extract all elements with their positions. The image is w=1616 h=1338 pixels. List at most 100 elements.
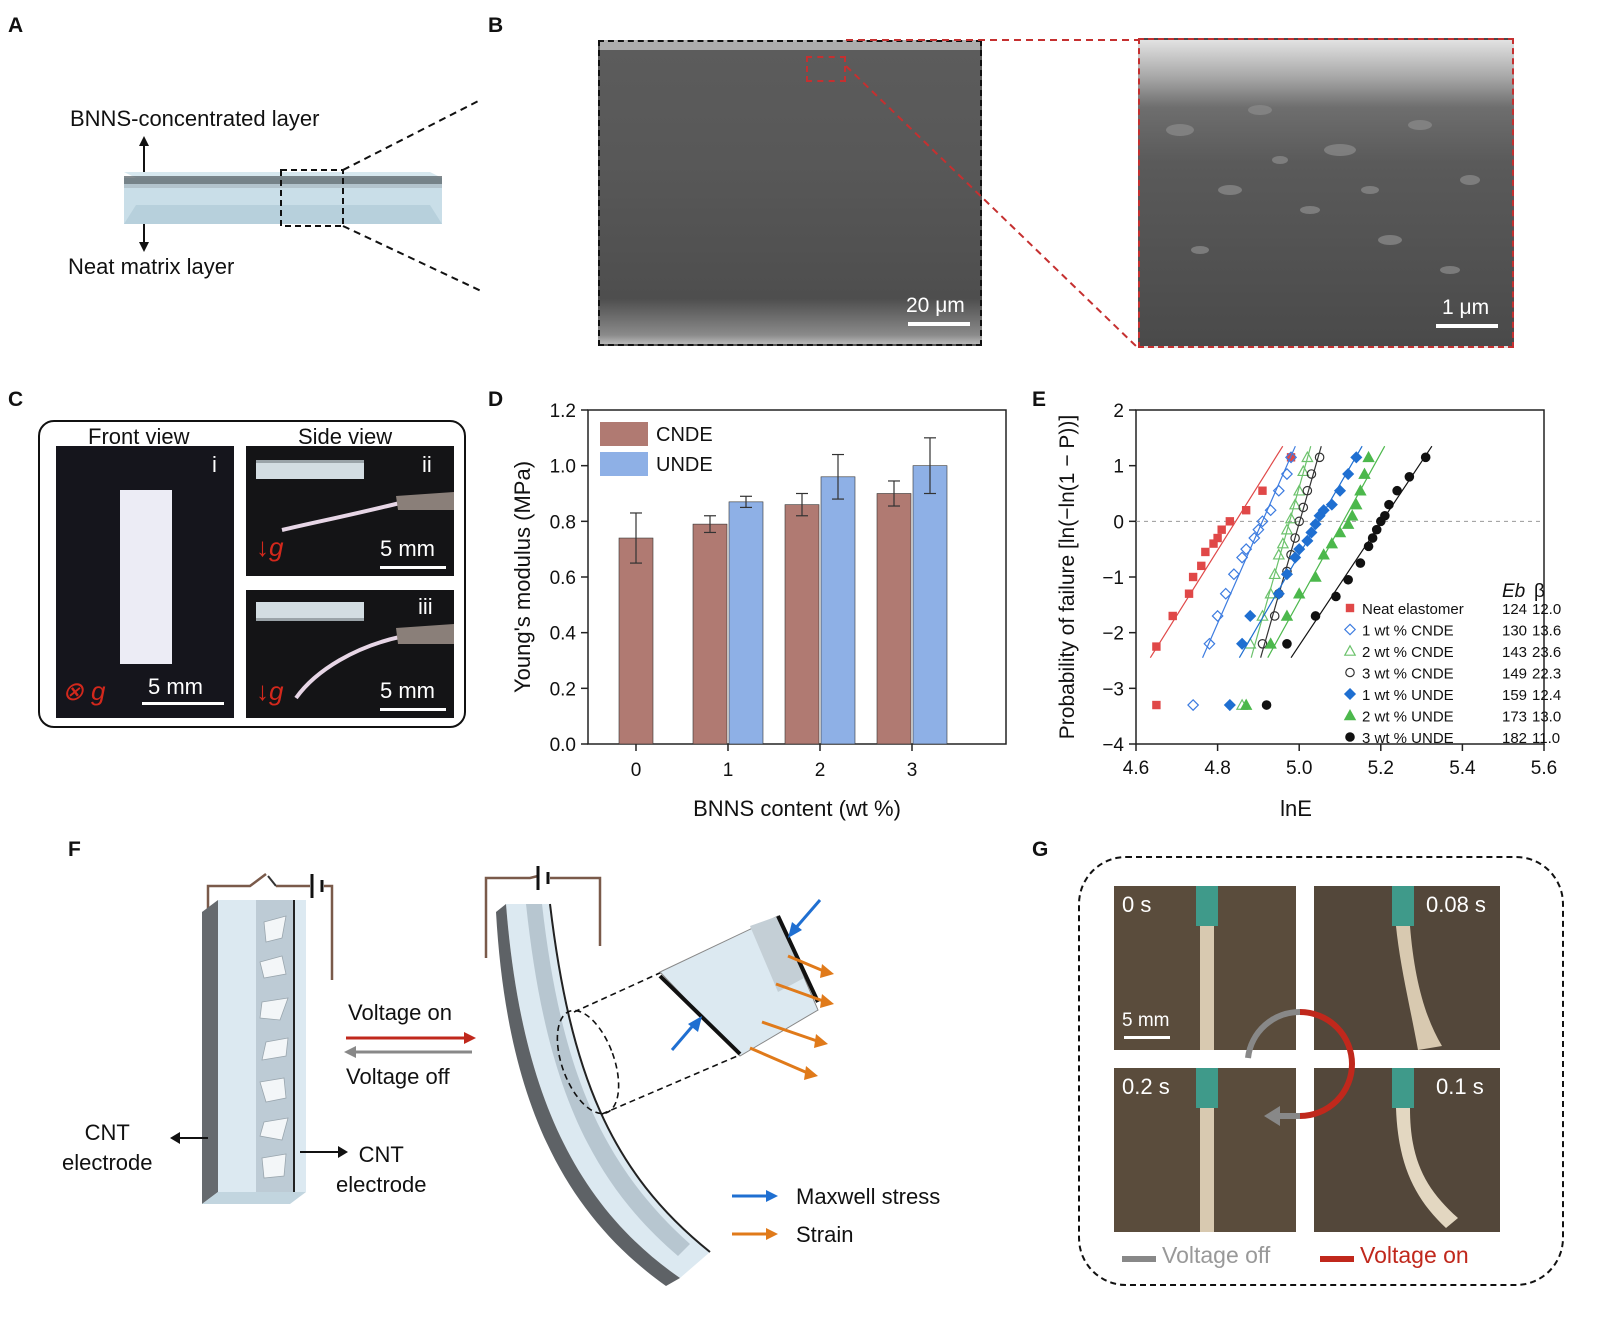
data-point xyxy=(1302,485,1313,496)
legend-label: Neat elastomer xyxy=(1362,601,1464,618)
data-point xyxy=(1256,609,1269,621)
legend-voltage-off: Voltage off xyxy=(1162,1242,1271,1268)
scale-bar-20um xyxy=(908,322,970,326)
data-point xyxy=(1280,609,1294,621)
data-point xyxy=(1297,464,1310,477)
scale-bar-label-iii: 5 mm xyxy=(380,678,435,703)
side-film xyxy=(256,460,364,479)
actuator-strip xyxy=(1396,1108,1458,1228)
film-sample xyxy=(120,490,172,664)
data-point xyxy=(1225,517,1235,526)
data-point xyxy=(1264,637,1277,649)
data-point xyxy=(1197,561,1206,571)
y-axis-label: Young's modulus (MPa) xyxy=(510,461,535,693)
photo-front-view: i ⊗ g 5 mm xyxy=(56,446,234,718)
legend-eb: 130 xyxy=(1502,623,1527,640)
y-tick-label: −1 xyxy=(1102,568,1124,589)
legend-eb: 173 xyxy=(1502,709,1527,726)
scale-bar-label-ii: 5 mm xyxy=(380,536,435,561)
scale-bar-g xyxy=(1124,1036,1170,1039)
data-point xyxy=(1227,568,1240,581)
data-point xyxy=(1309,518,1322,531)
data-point xyxy=(1217,525,1226,534)
legend-swatch-cnde xyxy=(600,422,648,446)
legend-beta: 12.4 xyxy=(1532,687,1561,704)
data-point xyxy=(1345,667,1355,678)
y-tick-label: 0.6 xyxy=(550,568,576,589)
series-1: 1 wt % CNDE 130 13.6 xyxy=(1187,445,1561,712)
data-point xyxy=(1290,533,1300,543)
x-tick-label: 4.8 xyxy=(1204,758,1230,779)
data-point xyxy=(1280,467,1294,481)
data-point xyxy=(1276,537,1290,549)
bar-cnde-3 xyxy=(876,493,912,745)
data-point xyxy=(1310,611,1321,621)
data-point xyxy=(1272,548,1286,560)
voltage-off-label: Voltage off xyxy=(346,1064,450,1089)
x-tick-label: 5.6 xyxy=(1531,758,1557,779)
time-label-0s: 0 s xyxy=(1122,892,1152,917)
g-out-of-plane-symbol: ⊗ g xyxy=(62,676,106,706)
data-point xyxy=(1264,587,1277,599)
series-5: 2 wt % UNDE 173 13.0 xyxy=(1239,445,1561,726)
x-tick-label: 3 xyxy=(907,760,918,781)
panel-a: BNNS-concentrated layer Neat matrix laye… xyxy=(0,0,480,370)
legend-column-eb: Eb xyxy=(1502,581,1525,602)
data-point xyxy=(1280,523,1294,535)
data-point xyxy=(1354,484,1367,496)
tag-i: i xyxy=(212,452,217,477)
data-point xyxy=(1292,587,1306,599)
actuator-strip xyxy=(1396,926,1442,1050)
scale-bar-label-20um: 20 μm xyxy=(906,294,965,317)
bar-cnde-0 xyxy=(618,537,654,745)
data-point xyxy=(1188,572,1198,582)
data-point xyxy=(1223,698,1236,712)
legend-label: 1 wt % CNDE xyxy=(1362,623,1454,640)
scale-bar-1um xyxy=(1436,324,1498,328)
data-point xyxy=(1201,547,1210,557)
voltage-on-label: Voltage on xyxy=(348,1000,452,1025)
data-point xyxy=(1384,499,1394,510)
data-point xyxy=(1269,611,1280,621)
legend-beta: 12.0 xyxy=(1532,601,1561,618)
data-point xyxy=(1333,526,1347,538)
time-label-0.1s: 0.1 s xyxy=(1436,1074,1484,1099)
scale-bar-iii xyxy=(380,708,446,711)
chart-weibull-failure: −4 −3 −2 −1 0 1 2 4.6 4.8 5.0 5.2 5.4 5.6 Neat elasto… xyxy=(1056,401,1561,821)
scale-bar-label-1um: 1 μm xyxy=(1442,296,1490,319)
data-point xyxy=(1380,510,1390,521)
tag-iii: iii xyxy=(418,594,433,619)
series-0: Neat elastomer 124 12.0 xyxy=(1149,445,1561,710)
data-point xyxy=(1350,451,1363,464)
tag-ii: ii xyxy=(422,452,432,477)
sem-cross-section-low-mag: 20 μm xyxy=(598,40,982,346)
panel-label-g: G xyxy=(1032,838,1049,861)
bar-unde-3 xyxy=(912,465,948,745)
data-point xyxy=(1152,642,1161,651)
bar-unde-2 xyxy=(820,476,856,745)
legend-label: 1 wt % UNDE xyxy=(1362,687,1454,704)
data-point xyxy=(1240,543,1253,556)
series-2: 2 wt % CNDE 143 23.6 xyxy=(1235,446,1561,710)
y-tick-label: 2 xyxy=(1113,401,1124,422)
data-point xyxy=(1342,467,1355,481)
y-tick-label: 1 xyxy=(1113,457,1124,478)
data-point xyxy=(1244,609,1257,623)
chart-youngs-modulus: 0.0 0.2 0.4 0.6 0.8 1.0 1.2 0 1 2 3 CNDE UNDE Young's… xyxy=(510,401,1007,821)
legend-beta: 23.6 xyxy=(1532,644,1561,661)
y-tick-label: 0.2 xyxy=(550,679,576,700)
zoom-region-box xyxy=(806,56,846,82)
series-4: 1 wt % UNDE 159 12.4 xyxy=(1223,445,1561,712)
x-tick-label: 5.0 xyxy=(1286,758,1312,779)
data-point xyxy=(1392,485,1402,496)
data-point xyxy=(1187,698,1200,712)
gravity-arrow-iii: ↓g xyxy=(256,676,284,706)
legend-off-swatch xyxy=(1122,1256,1156,1262)
x-tick-label: 0 xyxy=(631,760,642,781)
data-point xyxy=(1152,700,1161,710)
layered-film-schematic xyxy=(124,99,480,292)
photo-frame-0.2s: 0.2 s xyxy=(1114,1068,1296,1232)
legend-label-unde: UNDE xyxy=(656,454,713,476)
fit-line xyxy=(1260,446,1322,658)
photo-side-view-iii: iii ↓g 5 mm xyxy=(246,590,454,718)
